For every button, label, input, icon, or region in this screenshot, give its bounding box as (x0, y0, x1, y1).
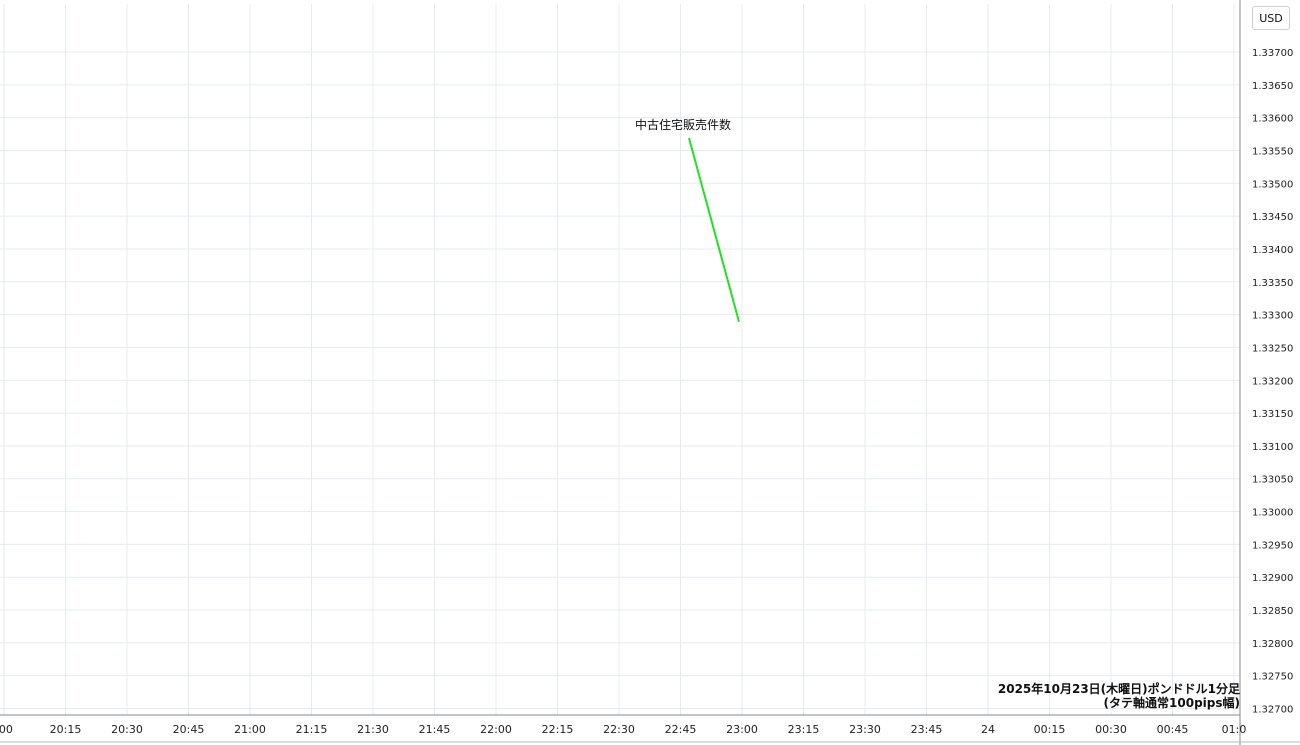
x-tick-label: 21:45 (419, 723, 451, 736)
x-tick-label: 21:15 (296, 723, 328, 736)
y-tick-label: 1.32900 (1252, 573, 1293, 584)
x-tick-label: 00:15 (1034, 723, 1066, 736)
y-tick-label: 1.33050 (1252, 475, 1293, 486)
y-tick-label: 1.33650 (1252, 81, 1293, 92)
x-tick-label: 00:45 (1157, 723, 1189, 736)
chart-caption-title: 2025年10月23日(木曜日)ポンドドル1分足 (998, 681, 1240, 696)
x-tick-label: 23:00 (726, 723, 758, 736)
y-tick-label: 1.33300 (1252, 311, 1293, 322)
x-tick-label: 20:30 (111, 723, 143, 736)
y-tick-label: 1.33200 (1252, 376, 1293, 387)
y-tick-label: 1.33700 (1252, 48, 1293, 59)
annotation-line (688, 137, 740, 322)
x-tick-label: 20:15 (50, 723, 82, 736)
y-tick-label: 1.33600 (1252, 114, 1293, 125)
x-tick-label: 00:30 (1095, 723, 1127, 736)
x-tick-label: 23:45 (911, 723, 943, 736)
y-tick-label: 1.32800 (1252, 639, 1293, 650)
x-tick-label: :00 (0, 723, 13, 736)
y-tick-label: 1.33350 (1252, 278, 1293, 289)
x-tick-label: 21:00 (234, 723, 266, 736)
x-tick-label: 20:45 (173, 723, 205, 736)
y-tick-label: 1.33150 (1252, 409, 1293, 420)
x-tick-label: 22:15 (542, 723, 574, 736)
chart-caption-subtitle: (タテ軸通常100pips幅) (1104, 695, 1240, 710)
y-tick-label: 1.32750 (1252, 672, 1293, 683)
y-tick-label: 1.33000 (1252, 508, 1293, 519)
y-tick-label: 1.32700 (1252, 705, 1293, 716)
y-tick-label: 1.33100 (1252, 442, 1293, 453)
x-tick-label: 24 (981, 723, 995, 736)
y-tick-label: 1.33550 (1252, 146, 1293, 157)
y-tick-label: 1.32850 (1252, 606, 1293, 617)
y-tick-label: 1.33400 (1252, 245, 1293, 256)
x-tick-label: 01:0 (1222, 723, 1247, 736)
y-tick-label: 1.33450 (1252, 212, 1293, 223)
x-tick-label: 23:15 (788, 723, 820, 736)
x-tick-label: 23:30 (849, 723, 881, 736)
x-tick-label: 22:45 (665, 723, 697, 736)
x-tick-label: 22:30 (603, 723, 635, 736)
annotation-label: 中古住宅販売件数 (635, 117, 731, 132)
y-tick-label: 1.33500 (1252, 179, 1293, 190)
y-tick-label: 1.33250 (1252, 343, 1293, 354)
currency-unit-badge[interactable]: USD (1252, 6, 1290, 30)
y-tick-label: 1.32950 (1252, 540, 1293, 551)
x-tick-label: 22:00 (480, 723, 512, 736)
x-tick-label: 21:30 (357, 723, 389, 736)
